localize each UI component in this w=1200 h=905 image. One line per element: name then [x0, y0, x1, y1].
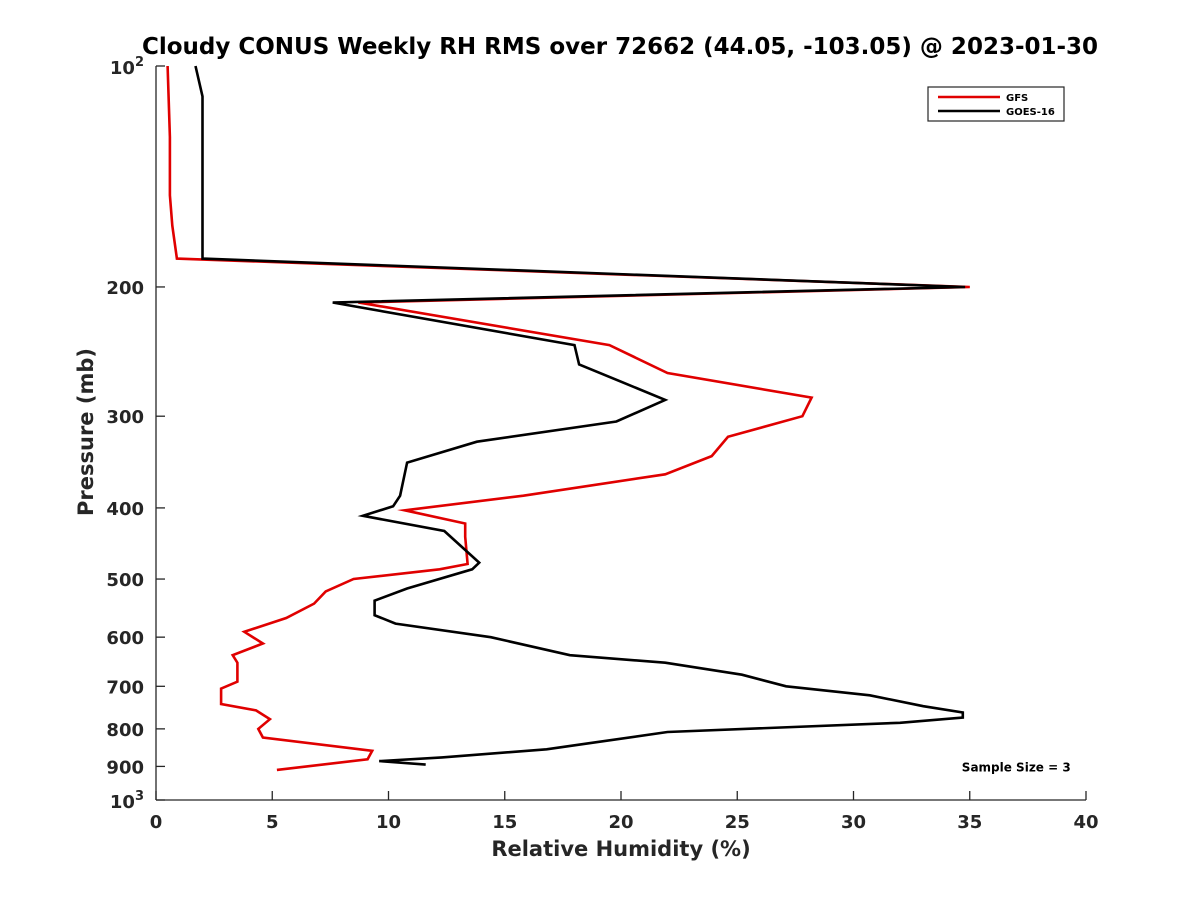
y-tick-exponent: 2: [135, 55, 144, 70]
axes: 0 5 10 15 20 25 30 35 40102200300400500600700800…: [106, 55, 1098, 833]
x-tick-label: 5: [266, 812, 279, 833]
x-tick-label: 35: [957, 812, 982, 833]
x-tick-label: 20: [608, 812, 633, 833]
y-tick-base: 10: [110, 792, 135, 813]
annotations: Sample Size = 3: [962, 760, 1071, 774]
legend-entry-label: GOES-16: [1006, 107, 1055, 118]
x-axis-label: Relative Humidity (%): [491, 837, 750, 861]
chart-title: Cloudy CONUS Weekly RH RMS over 72662 (4…: [142, 34, 1098, 60]
y-axis-label: Pressure (mb): [74, 348, 98, 516]
x-tick-label: 40: [1073, 812, 1098, 833]
series-lines: [166, 65, 970, 772]
series-line-goes-16: [194, 65, 966, 766]
y-tick-label: 400: [106, 499, 144, 520]
y-tick-label: 200: [106, 278, 144, 299]
y-tick-label: 700: [106, 677, 144, 698]
y-tick-base: 10: [110, 58, 135, 79]
legend-box: [927, 86, 1065, 122]
y-tick-label-power: 103: [110, 789, 144, 813]
x-tick-label: 25: [725, 812, 750, 833]
x-tick-label: 30: [841, 812, 866, 833]
x-tick-label: 10: [376, 812, 401, 833]
y-tick-label: 800: [106, 720, 144, 741]
sample-size-annotation: Sample Size = 3: [962, 760, 1071, 774]
legend-entry-label: GFS: [1006, 93, 1028, 104]
x-tick-label: 0: [150, 812, 163, 833]
y-tick-exponent: 3: [135, 789, 144, 804]
y-tick-label: 900: [106, 757, 144, 778]
y-tick-label: 500: [106, 570, 144, 591]
series-line-gfs: [166, 65, 970, 772]
y-tick-label-power: 102: [110, 55, 144, 79]
legend: GFS GOES-16: [927, 86, 1065, 122]
y-tick-label: 600: [106, 628, 144, 649]
y-tick-label: 300: [106, 407, 144, 428]
x-tick-label: 15: [492, 812, 517, 833]
